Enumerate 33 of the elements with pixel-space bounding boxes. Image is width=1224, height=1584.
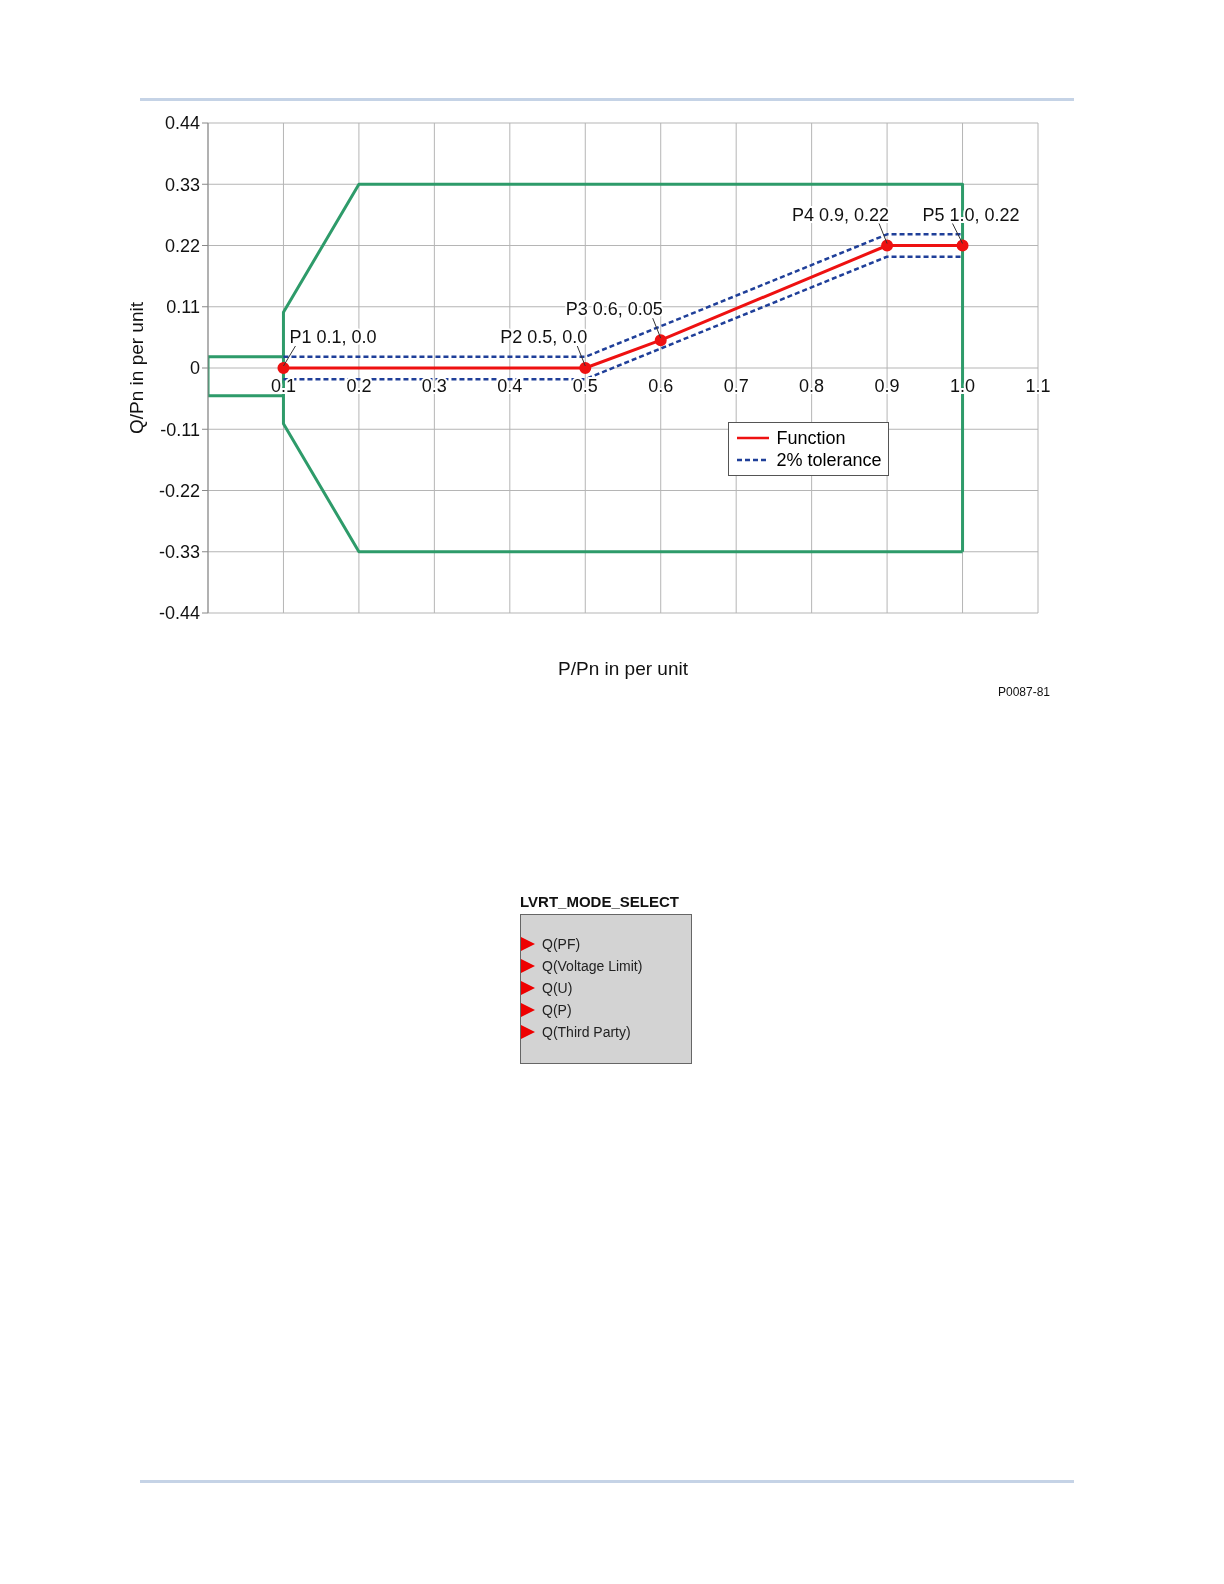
y-axis-title: Q/Pn in per unit <box>125 301 147 435</box>
annotation: P2 0.5, 0.0 <box>500 327 588 347</box>
text: Q(PF) <box>542 936 581 952</box>
x-axis-title: P/Pn in per unit <box>558 658 689 679</box>
x-tick-label: 0.8 <box>799 376 825 396</box>
legend-label: 2% tolerance <box>776 448 882 471</box>
text: Q(U) <box>542 980 573 996</box>
y-tick-label: -0.33 <box>158 542 200 563</box>
x-tick-label: 0.4 <box>497 376 523 396</box>
x-tick-label: 0.2 <box>346 376 372 396</box>
x-tick-label: 0.9 <box>874 376 900 396</box>
text: P0087-81 <box>997 685 1050 699</box>
text: LVRT_MODE_SELECT <box>520 893 680 910</box>
y-tick-label: 0.11 <box>166 297 200 318</box>
y-tick-label: 0.22 <box>164 235 200 256</box>
legend-label: Function <box>776 426 846 449</box>
y-tick-label: -0.44 <box>158 603 200 624</box>
y-tick-label: 0.33 <box>164 174 200 195</box>
x-tick-label: 1.1 <box>1025 376 1051 396</box>
annotation: P3 0.6, 0.05 <box>565 299 663 320</box>
x-tick-label: 0.7 <box>723 376 749 396</box>
text: Q(Third Party) <box>542 1024 631 1040</box>
text: Q(P) <box>542 1002 572 1018</box>
x-tick-label: 0.5 <box>572 376 598 396</box>
x-tick-label: 0.3 <box>421 376 447 396</box>
x-tick-label: 0.6 <box>648 376 674 396</box>
annotation: P1 0.1, 0.0 <box>289 327 377 347</box>
y-tick-label: 0.44 <box>164 113 200 134</box>
annotation: P4 0.9, 0.22 <box>792 204 890 225</box>
y-tick-label: 0 <box>189 358 200 379</box>
y-tick-label: -0.11 <box>160 419 200 440</box>
y-tick-label: -0.22 <box>158 480 200 501</box>
text: Q(Voltage Limit) <box>542 958 643 974</box>
